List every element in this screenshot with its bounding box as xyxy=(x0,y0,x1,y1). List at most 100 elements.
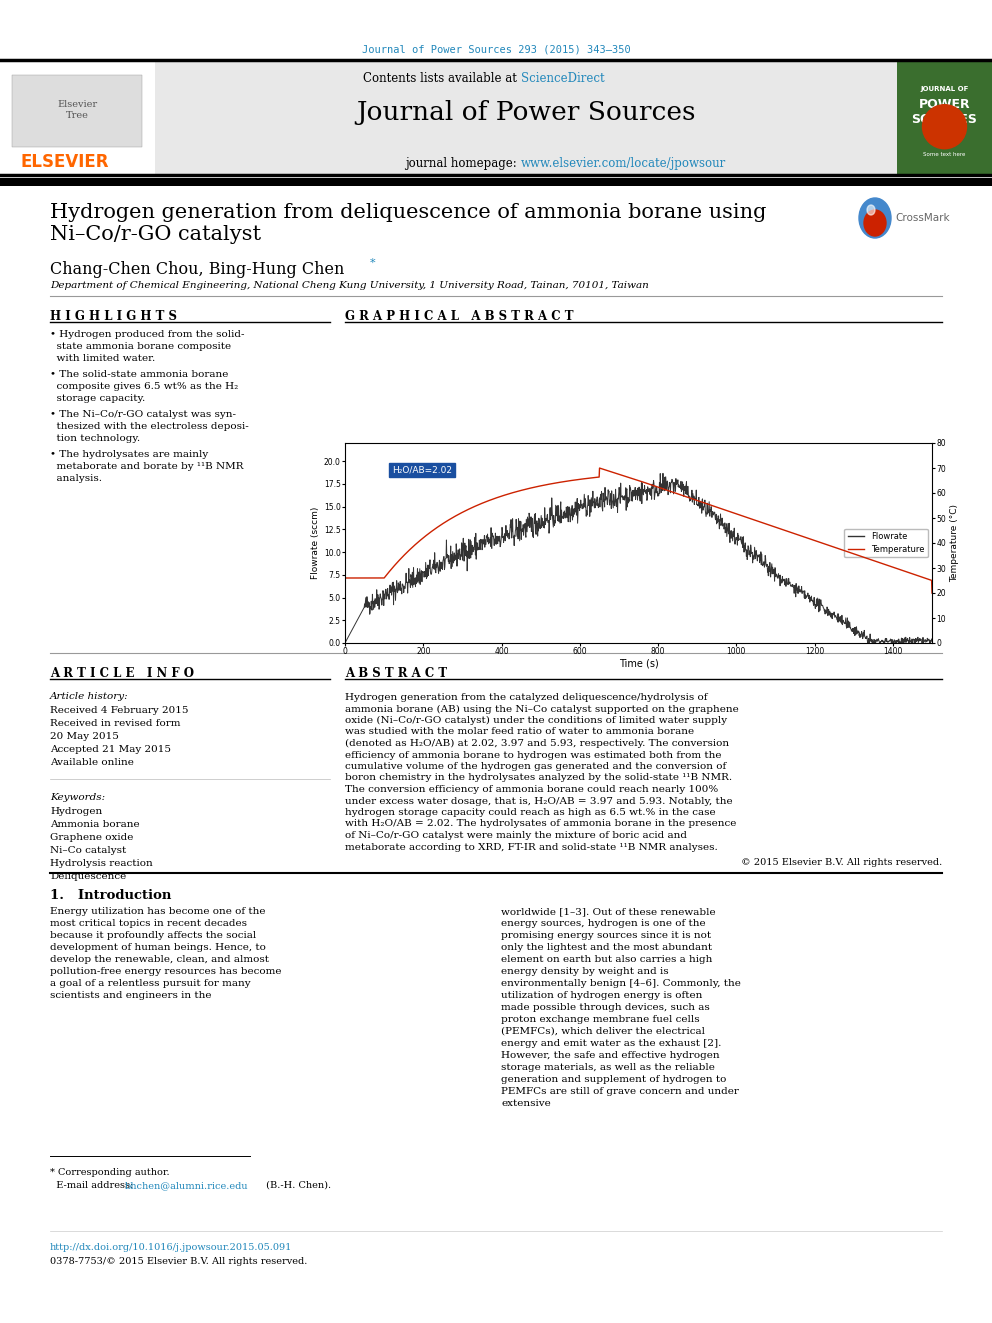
Bar xyxy=(155,60,897,175)
Text: ammonia borane (AB) using the Ni–Co catalyst supported on the graphene: ammonia borane (AB) using the Ni–Co cata… xyxy=(345,705,739,713)
Text: H I G H L I G H T S: H I G H L I G H T S xyxy=(50,310,177,323)
Text: Keywords:: Keywords: xyxy=(50,792,105,802)
Text: A B S T R A C T: A B S T R A C T xyxy=(345,667,447,680)
Text: Contents lists available at: Contents lists available at xyxy=(363,71,521,85)
Text: thesized with the electroless deposi-: thesized with the electroless deposi- xyxy=(50,422,249,431)
Text: POWER
SOURCES: POWER SOURCES xyxy=(912,98,977,126)
Ellipse shape xyxy=(859,198,891,238)
Text: proton exchange membrane fuel cells: proton exchange membrane fuel cells xyxy=(501,1015,699,1024)
Text: www.elsevier.com/locate/jpowsour: www.elsevier.com/locate/jpowsour xyxy=(521,157,726,169)
Text: CrossMark: CrossMark xyxy=(895,213,949,224)
Text: © 2015 Elsevier B.V. All rights reserved.: © 2015 Elsevier B.V. All rights reserved… xyxy=(741,859,942,867)
Text: energy sources, hydrogen is one of the: energy sources, hydrogen is one of the xyxy=(501,919,705,927)
Text: • Hydrogen produced from the solid-: • Hydrogen produced from the solid- xyxy=(50,329,244,339)
Text: http://dx.doi.org/10.1016/j.jpowsour.2015.05.091: http://dx.doi.org/10.1016/j.jpowsour.201… xyxy=(50,1244,293,1252)
Text: element on earth but also carries a high: element on earth but also carries a high xyxy=(501,955,712,964)
Text: Some text here: Some text here xyxy=(924,152,965,157)
Text: (denoted as H₂O/AB) at 2.02, 3.97 and 5.93, respectively. The conversion: (denoted as H₂O/AB) at 2.02, 3.97 and 5.… xyxy=(345,740,729,747)
Text: bhchen@alumni.rice.edu: bhchen@alumni.rice.edu xyxy=(125,1181,249,1189)
Bar xyxy=(0,179,992,187)
Text: because it profoundly affects the social: because it profoundly affects the social xyxy=(50,931,256,941)
Text: promising energy sources since it is not: promising energy sources since it is not xyxy=(501,931,711,941)
Text: Journal of Power Sources 293 (2015) 343–350: Journal of Power Sources 293 (2015) 343–… xyxy=(362,45,630,56)
Text: Hydrogen generation from the catalyzed deliquescence/hydrolysis of: Hydrogen generation from the catalyzed d… xyxy=(345,693,707,703)
Text: Received 4 February 2015: Received 4 February 2015 xyxy=(50,706,188,714)
Bar xyxy=(12,75,142,147)
Text: Ni–Co/r-GO catalyst: Ni–Co/r-GO catalyst xyxy=(50,225,261,243)
Text: with limited water.: with limited water. xyxy=(50,355,156,363)
Text: of Ni–Co/r-GO catalyst were mainly the mixture of boric acid and: of Ni–Co/r-GO catalyst were mainly the m… xyxy=(345,831,687,840)
Text: 0378-7753/© 2015 Elsevier B.V. All rights reserved.: 0378-7753/© 2015 Elsevier B.V. All right… xyxy=(50,1257,308,1266)
Text: H₂O/AB=2.02: H₂O/AB=2.02 xyxy=(392,466,452,475)
Text: G R A P H I C A L   A B S T R A C T: G R A P H I C A L A B S T R A C T xyxy=(345,310,573,323)
Bar xyxy=(897,60,992,175)
Text: (B.-H. Chen).: (B.-H. Chen). xyxy=(263,1181,331,1189)
Text: *: * xyxy=(370,258,376,269)
Text: a goal of a relentless pursuit for many: a goal of a relentless pursuit for many xyxy=(50,979,251,988)
Text: A R T I C L E   I N F O: A R T I C L E I N F O xyxy=(50,667,194,680)
Text: Elsevier
Tree: Elsevier Tree xyxy=(57,101,97,119)
Text: • The hydrolysates are mainly: • The hydrolysates are mainly xyxy=(50,450,208,459)
Text: composite gives 6.5 wt% as the H₂: composite gives 6.5 wt% as the H₂ xyxy=(50,382,238,392)
Legend: Flowrate, Temperature: Flowrate, Temperature xyxy=(844,529,928,557)
Text: energy and emit water as the exhaust [2].: energy and emit water as the exhaust [2]… xyxy=(501,1039,721,1048)
Text: (PEMFCs), which deliver the electrical: (PEMFCs), which deliver the electrical xyxy=(501,1027,705,1036)
Text: pollution-free energy resources has become: pollution-free energy resources has beco… xyxy=(50,967,282,976)
Text: • The solid-state ammonia borane: • The solid-state ammonia borane xyxy=(50,370,228,378)
Text: scientists and engineers in the: scientists and engineers in the xyxy=(50,991,211,1000)
Text: Hydrogen: Hydrogen xyxy=(50,807,102,816)
Text: only the lightest and the most abundant: only the lightest and the most abundant xyxy=(501,943,712,953)
Text: E-mail address:: E-mail address: xyxy=(50,1181,136,1189)
X-axis label: Time (s): Time (s) xyxy=(619,659,659,669)
Text: Graphene oxide: Graphene oxide xyxy=(50,833,133,841)
Y-axis label: Flowrate (sccm): Flowrate (sccm) xyxy=(310,507,319,579)
Text: analysis.: analysis. xyxy=(50,474,102,483)
Ellipse shape xyxy=(867,205,875,216)
Text: worldwide [1–3]. Out of these renewable: worldwide [1–3]. Out of these renewable xyxy=(501,908,715,916)
Text: cumulative volume of the hydrogen gas generated and the conversion of: cumulative volume of the hydrogen gas ge… xyxy=(345,762,726,771)
Text: PEMFCs are still of grave concern and under: PEMFCs are still of grave concern and un… xyxy=(501,1088,739,1095)
Text: Received in revised form: Received in revised form xyxy=(50,718,181,728)
Text: Chang-Chen Chou, Bing-Hung Chen: Chang-Chen Chou, Bing-Hung Chen xyxy=(50,261,344,278)
Text: metaborate and borate by ¹¹B NMR: metaborate and borate by ¹¹B NMR xyxy=(50,462,243,471)
Text: Department of Chemical Engineering, National Cheng Kung University, 1 University: Department of Chemical Engineering, Nati… xyxy=(50,280,649,290)
Bar xyxy=(0,60,155,175)
Y-axis label: Temperature (°C): Temperature (°C) xyxy=(950,504,959,582)
Text: ScienceDirect: ScienceDirect xyxy=(521,71,605,85)
Text: Ni–Co catalyst: Ni–Co catalyst xyxy=(50,845,126,855)
Text: storage capacity.: storage capacity. xyxy=(50,394,145,404)
Text: Hydrolysis reaction: Hydrolysis reaction xyxy=(50,859,153,868)
Text: most critical topics in recent decades: most critical topics in recent decades xyxy=(50,919,247,927)
Text: • The Ni–Co/r-GO catalyst was syn-: • The Ni–Co/r-GO catalyst was syn- xyxy=(50,410,236,419)
Text: Accepted 21 May 2015: Accepted 21 May 2015 xyxy=(50,745,171,754)
Text: metaborate according to XRD, FT-IR and solid-state ¹¹B NMR analyses.: metaborate according to XRD, FT-IR and s… xyxy=(345,843,718,852)
Ellipse shape xyxy=(864,210,886,235)
Text: Journal of Power Sources: Journal of Power Sources xyxy=(356,101,695,124)
Text: The conversion efficiency of ammonia borane could reach nearly 100%: The conversion efficiency of ammonia bor… xyxy=(345,785,718,794)
Text: 20 May 2015: 20 May 2015 xyxy=(50,732,119,741)
Text: Ammonia borane: Ammonia borane xyxy=(50,820,140,830)
Text: storage materials, as well as the reliable: storage materials, as well as the reliab… xyxy=(501,1062,715,1072)
Text: * Corresponding author.: * Corresponding author. xyxy=(50,1168,170,1177)
Text: was studied with the molar feed ratio of water to ammonia borane: was studied with the molar feed ratio of… xyxy=(345,728,694,737)
Text: with H₂O/AB = 2.02. The hydrolysates of ammonia borane in the presence: with H₂O/AB = 2.02. The hydrolysates of … xyxy=(345,819,736,828)
Text: development of human beings. Hence, to: development of human beings. Hence, to xyxy=(50,943,266,953)
Text: JOURNAL OF: JOURNAL OF xyxy=(921,86,968,91)
Text: Available online: Available online xyxy=(50,758,134,767)
Text: extensive: extensive xyxy=(501,1099,551,1107)
Text: environmentally benign [4–6]. Commonly, the: environmentally benign [4–6]. Commonly, … xyxy=(501,979,741,988)
Text: Hydrogen generation from deliquescence of ammonia borane using: Hydrogen generation from deliquescence o… xyxy=(50,202,767,222)
Text: ELSEVIER: ELSEVIER xyxy=(20,153,108,171)
Text: Deliquescence: Deliquescence xyxy=(50,872,126,881)
Text: tion technology.: tion technology. xyxy=(50,434,140,443)
Text: made possible through devices, such as: made possible through devices, such as xyxy=(501,1003,709,1012)
Text: state ammonia borane composite: state ammonia borane composite xyxy=(50,343,231,351)
Text: Energy utilization has become one of the: Energy utilization has become one of the xyxy=(50,908,266,916)
Text: utilization of hydrogen energy is often: utilization of hydrogen energy is often xyxy=(501,991,702,1000)
Text: 1.   Introduction: 1. Introduction xyxy=(50,889,172,902)
Text: boron chemistry in the hydrolysates analyzed by the solid-state ¹¹B NMR.: boron chemistry in the hydrolysates anal… xyxy=(345,774,732,782)
Text: under excess water dosage, that is, H₂O/AB = 3.97 and 5.93. Notably, the: under excess water dosage, that is, H₂O/… xyxy=(345,796,733,806)
Circle shape xyxy=(923,105,966,148)
Text: oxide (Ni–Co/r-GO catalyst) under the conditions of limited water supply: oxide (Ni–Co/r-GO catalyst) under the co… xyxy=(345,716,727,725)
Text: generation and supplement of hydrogen to: generation and supplement of hydrogen to xyxy=(501,1076,726,1084)
